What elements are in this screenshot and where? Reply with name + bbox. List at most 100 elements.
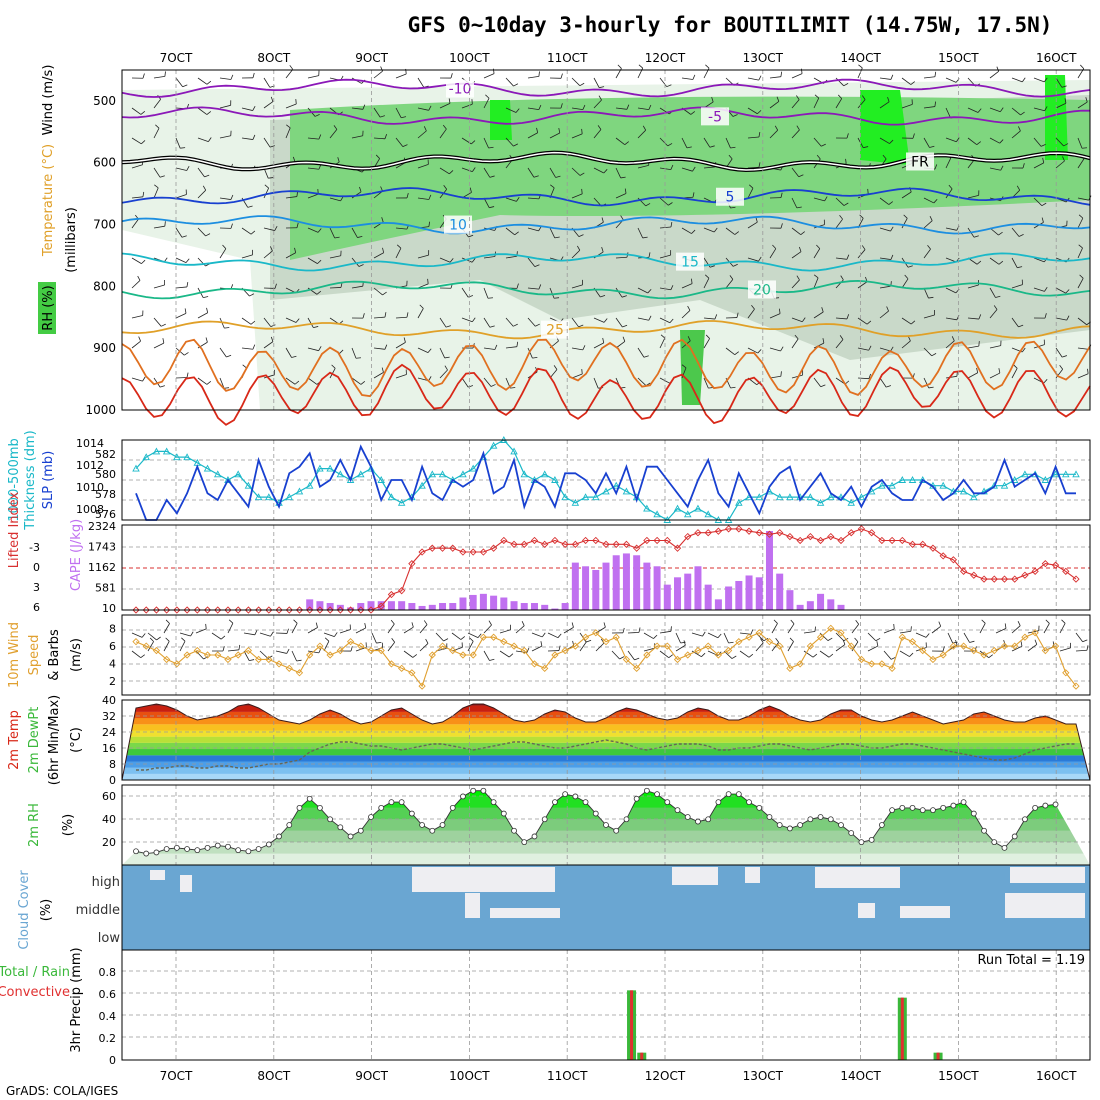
wind-barb: [769, 76, 781, 79]
wind-barb-flag: [443, 185, 448, 190]
lifted-index-series-point: [959, 567, 968, 576]
wind-barb: [1055, 160, 1065, 169]
thickness-series-point: [704, 510, 712, 518]
wind-barb-flag: [317, 259, 322, 264]
wind-barb-flag: [364, 622, 367, 629]
wind-speed-series-point: [224, 655, 232, 664]
wind-barb: [879, 310, 889, 319]
cape-bar: [633, 555, 641, 610]
wind-barb: [637, 347, 645, 358]
wind-barb: [747, 308, 755, 319]
wind-barb: [439, 128, 447, 139]
wind-barb-flag: [222, 646, 225, 652]
wind-barb: [989, 372, 1001, 379]
wind-barb: [571, 107, 583, 111]
wind-barb-flag: [1063, 143, 1069, 147]
thickness-series-point: [602, 487, 610, 495]
rh-series-point: [899, 804, 906, 811]
precip-label-total: Total / Rain: [0, 965, 70, 980]
wind-barb: [387, 623, 395, 634]
wind-barb-flag: [468, 234, 474, 238]
lifted-index-series-point: [224, 606, 232, 614]
rh-series-point: [398, 799, 405, 806]
cape-bar: [776, 573, 784, 610]
wind-barb-flag: [702, 631, 706, 637]
rh-tick: 20: [102, 836, 116, 849]
wind-barb: [527, 197, 539, 200]
wind-barb-flag: [489, 206, 495, 209]
wind-label-2: Speed: [27, 635, 42, 676]
wind-barb: [571, 77, 581, 86]
lifted-index-series-point: [530, 536, 539, 545]
wind-barb: [835, 339, 844, 349]
wind-barb: [769, 347, 781, 352]
wind-barb-flag: [711, 97, 714, 103]
wind-barb-flag: [331, 364, 336, 369]
wind-barb-flag: [822, 338, 825, 344]
wind-barb-flag: [161, 323, 166, 327]
wind-barb-flag: [577, 245, 581, 251]
wind-barb: [549, 287, 555, 299]
wind-barb-flag: [445, 325, 451, 328]
wind-barb-flag: [1064, 98, 1067, 104]
wind-barb-flag: [513, 83, 519, 87]
wind-barb: [461, 287, 469, 298]
wind-barb: [131, 107, 142, 115]
wind-barb: [1027, 644, 1038, 652]
wind-barb: [615, 256, 628, 259]
wind-barb-flag: [938, 621, 942, 627]
wind-barb: [923, 248, 931, 259]
wind-barb-flag: [444, 365, 448, 371]
thickness-series-point: [305, 481, 314, 489]
wind-barb: [285, 347, 292, 358]
rh-series-point: [552, 799, 558, 806]
wind-barb: [681, 137, 688, 149]
wind-barb: [803, 650, 814, 658]
wind-barb: [615, 287, 623, 298]
wind-barb: [373, 347, 385, 350]
wind-barb-flag: [141, 633, 146, 638]
wind-barb: [329, 129, 338, 139]
wind-barb: [373, 252, 384, 259]
wind-barb-flag: [868, 373, 871, 379]
rh-series-point: [388, 799, 395, 806]
wind-barb: [153, 128, 160, 139]
wind-speed-series-point: [622, 655, 631, 664]
thickness-series-point: [939, 481, 947, 489]
wind-speed-series-point: [1051, 642, 1060, 650]
wind-speed-series-point: [847, 642, 855, 650]
wind-speed-series-point: [336, 646, 344, 655]
wind-barb-flag: [843, 202, 849, 206]
wind-barb: [787, 641, 794, 652]
wind-barb-flag: [494, 344, 498, 350]
wind-speed-series-point: [1021, 633, 1029, 641]
wind-barb-flag: [582, 104, 586, 110]
wind-barb: [417, 77, 425, 88]
wind-barb: [723, 632, 729, 644]
wind-barb: [725, 279, 734, 289]
wind-speed-series-point: [275, 660, 283, 668]
wind-barb: [131, 632, 143, 638]
thickness-series-point: [183, 453, 191, 461]
lifted-index-series-point: [643, 536, 651, 545]
wind-barb-flag: [1021, 347, 1026, 353]
wind-barb: [1033, 137, 1042, 147]
wind-barb-flag: [691, 278, 693, 284]
rh-series-point: [909, 804, 916, 811]
wind-barb-flag: [471, 140, 476, 145]
x-label-bottom: 12OCT: [645, 1069, 686, 1083]
wind-barb-flag: [603, 318, 608, 323]
wind-barb-flag: [402, 144, 408, 147]
wind-barb: [945, 227, 957, 231]
wind-barb: [813, 277, 819, 289]
lifted-index-series-point: [1031, 567, 1039, 576]
isotherm-label: -5: [708, 109, 722, 125]
cape-tick: 1743: [88, 541, 116, 554]
wind-barb: [403, 626, 414, 634]
lifted-index-series-point: [847, 529, 855, 537]
lifted-index-series-point: [234, 606, 242, 614]
wind-barb: [1055, 287, 1066, 294]
slp-tick: 1014: [76, 437, 104, 450]
lifted-index-series-point: [898, 536, 906, 545]
